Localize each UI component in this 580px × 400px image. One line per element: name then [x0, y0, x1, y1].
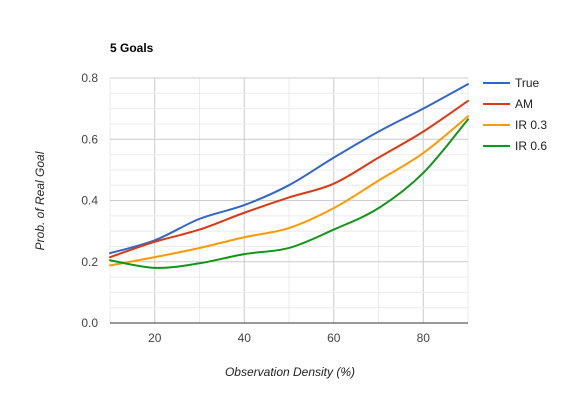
x-tick-label: 60 — [327, 331, 341, 345]
y-tick-label: 0.6 — [81, 132, 98, 146]
x-axis-label: Observation Density (%) — [225, 365, 355, 379]
y-axis-ticks: 0.0 0.2 0.4 0.6 0.8 — [81, 71, 98, 330]
legend: True AM IR 0.3 IR 0.6 — [483, 76, 547, 153]
y-tick-label: 0.4 — [81, 194, 98, 208]
x-tick-label: 40 — [238, 331, 252, 345]
x-axis-ticks: 20 40 60 80 — [148, 331, 430, 345]
legend-label-true: True — [515, 76, 540, 90]
x-tick-label: 20 — [148, 331, 162, 345]
y-tick-label: 0.2 — [81, 255, 98, 269]
series-line-true — [109, 83, 469, 255]
y-axis-label: Prob. of Real Goal — [33, 151, 47, 250]
y-tick-label: 0.8 — [81, 71, 98, 85]
chart-title: 5 Goals — [110, 41, 154, 55]
legend-label-ir-0-6: IR 0.6 — [515, 139, 547, 153]
grid — [109, 77, 469, 324]
x-tick-label: 80 — [417, 331, 431, 345]
legend-label-am: AM — [515, 97, 533, 111]
legend-label-ir-0-3: IR 0.3 — [515, 118, 547, 132]
series-line-ir-0-3 — [109, 115, 469, 267]
series-line-ir-0-6 — [109, 118, 469, 269]
series-line-am — [109, 99, 469, 259]
series-lines — [109, 83, 469, 269]
y-tick-label: 0.0 — [81, 316, 98, 330]
